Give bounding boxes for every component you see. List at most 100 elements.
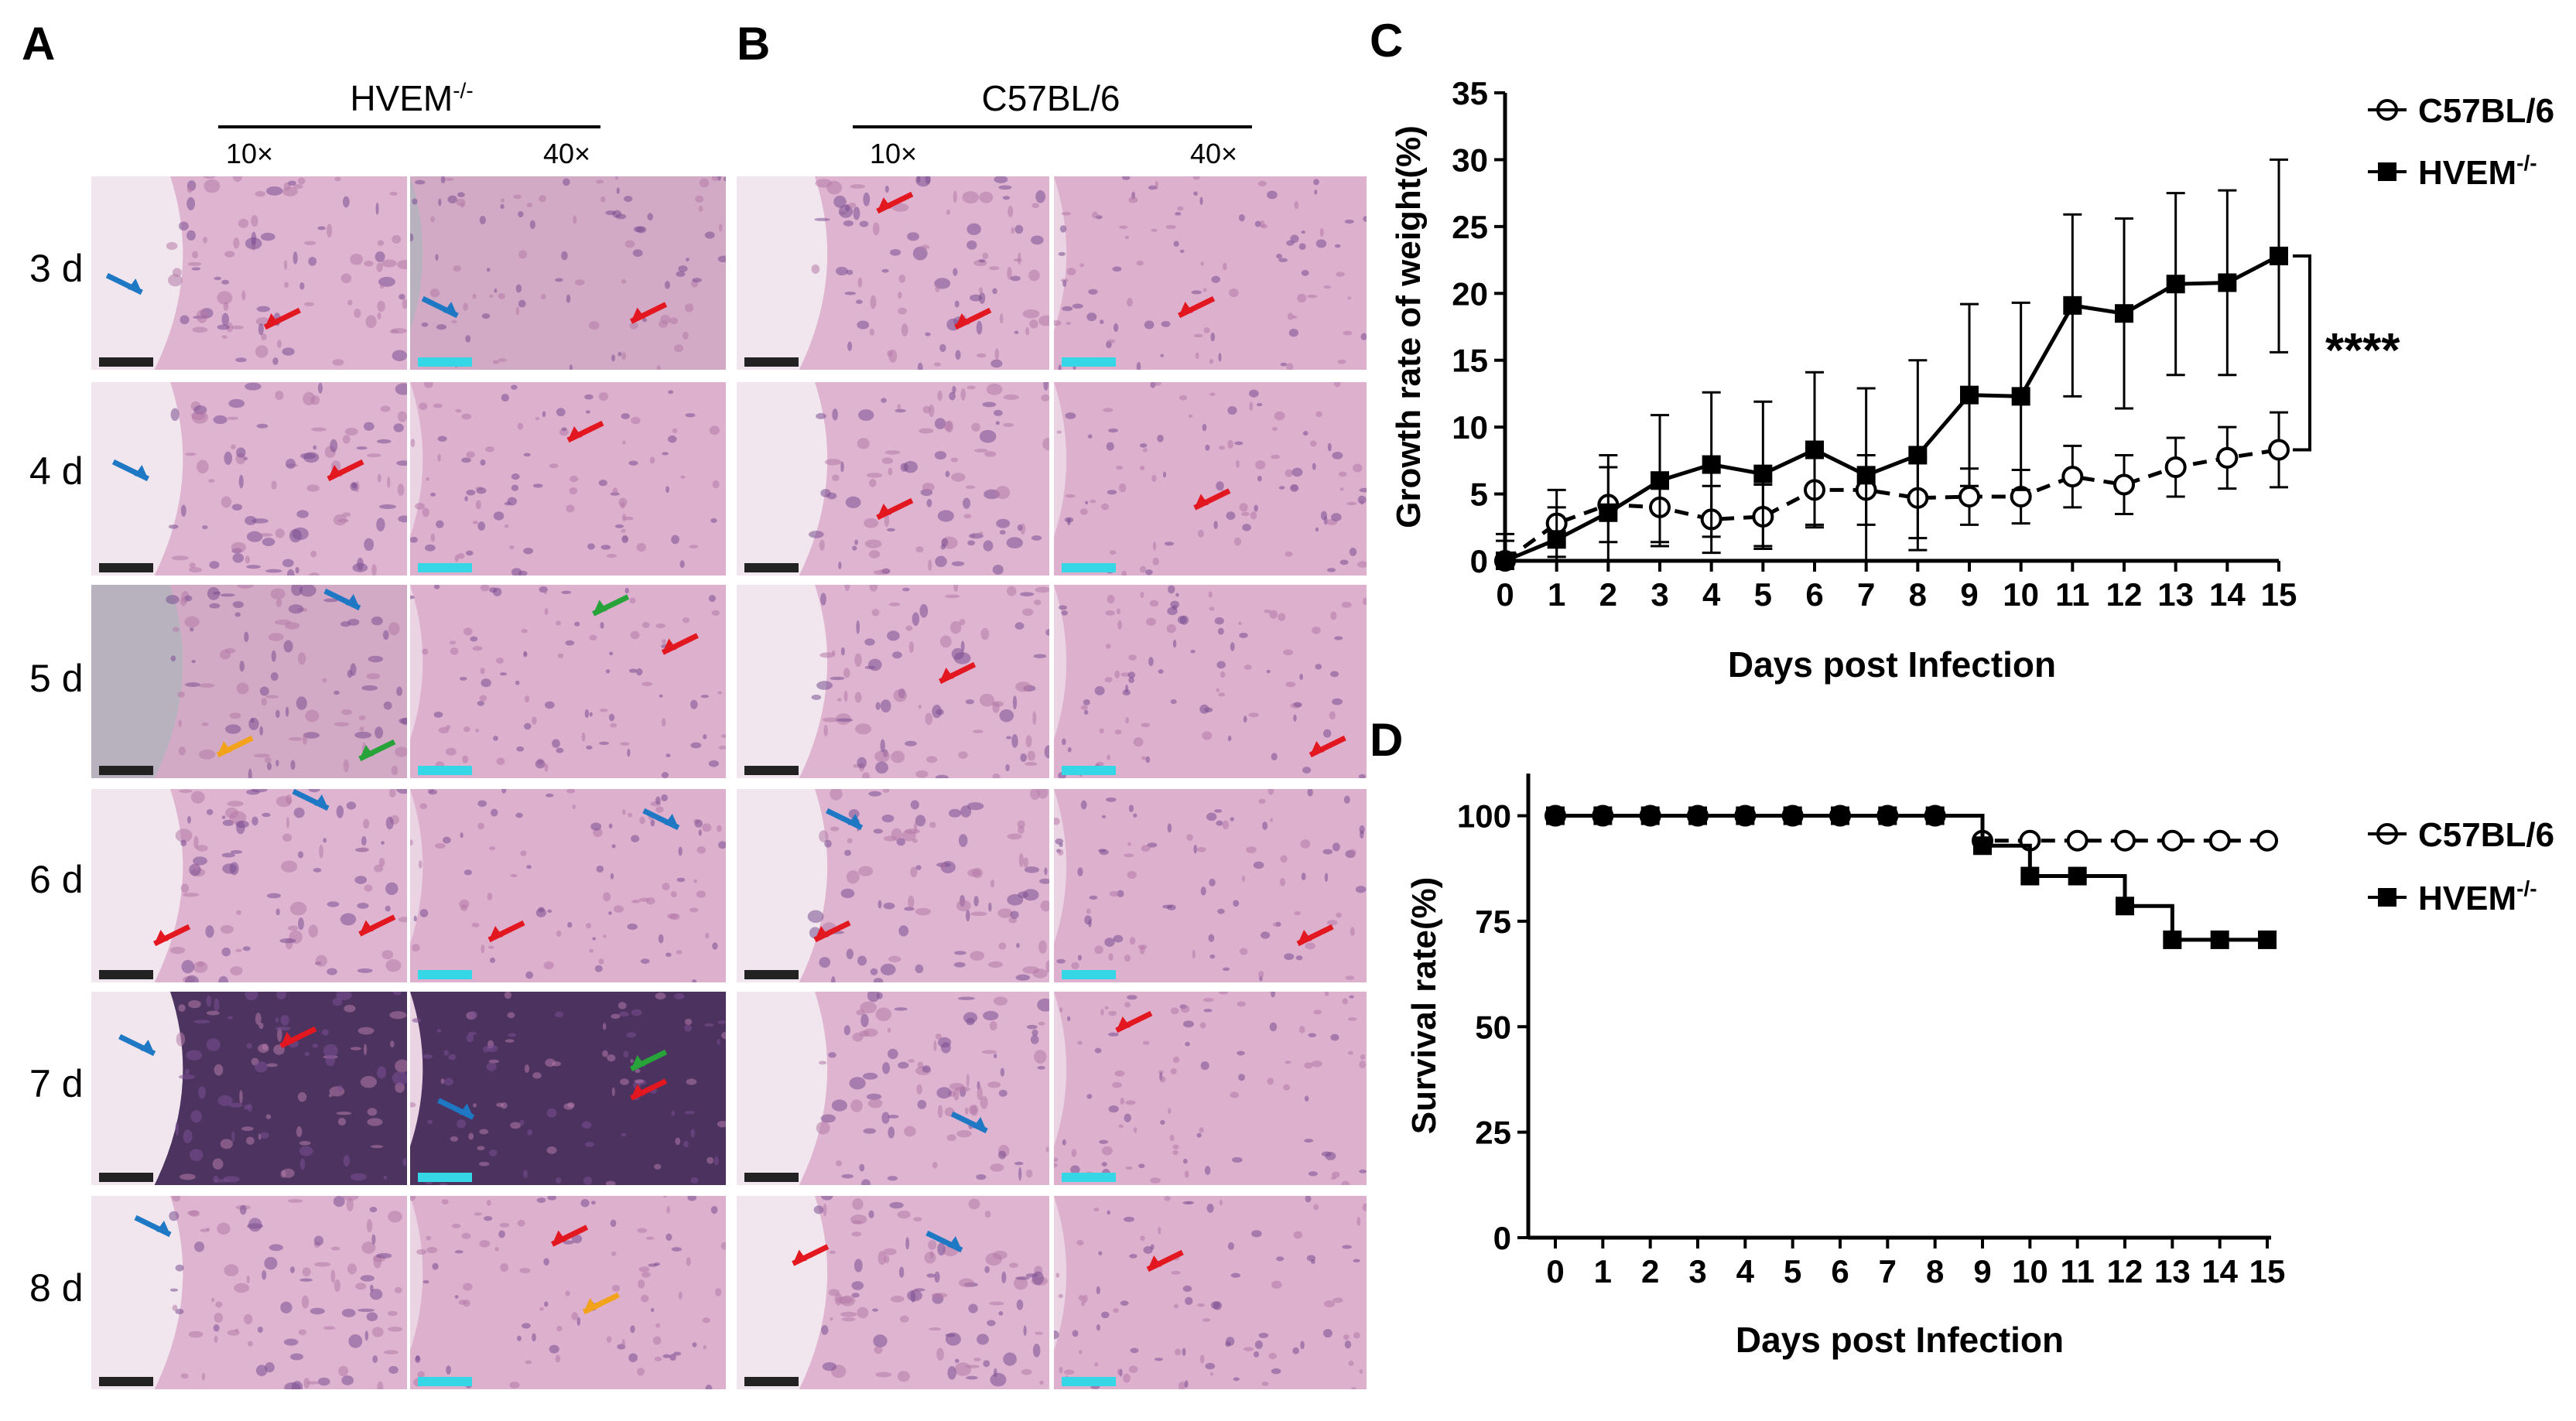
data-point [2218, 273, 2237, 292]
x-tick-label: 3 [1688, 1253, 1706, 1289]
data-point [2256, 829, 2278, 852]
significance-stars: **** [2325, 324, 2400, 377]
red-arrow [263, 307, 301, 330]
x-tick-label: 11 [2060, 1253, 2094, 1289]
red-arrow [792, 1244, 830, 1266]
blue-arrow [134, 1214, 172, 1238]
x-tick-label: 4 [1736, 1253, 1755, 1289]
x-tick-label: 14 [2201, 1253, 2238, 1289]
data-point [1640, 806, 1660, 825]
x-tick-label: 9 [1973, 1253, 1991, 1289]
group-title-hvem: HVEM-/- [218, 77, 605, 119]
histology-image-0-2 [737, 176, 1049, 370]
mag-b-high: 40× [1190, 138, 1238, 169]
legend-label-hvem: HVEM-/- [2418, 876, 2537, 917]
data-point [1959, 486, 1980, 508]
data-point [2115, 304, 2133, 323]
blue-arrow [421, 295, 459, 319]
histology-image-3-3 [1054, 789, 1367, 982]
scale-bar [418, 563, 472, 572]
blue-arrow [323, 588, 361, 611]
data-point [1973, 836, 1992, 856]
scale-bar [744, 970, 799, 979]
group-title-hvem-sup: -/- [453, 78, 474, 103]
data-point [2068, 866, 2087, 886]
red-arrow [954, 307, 992, 330]
x-tick-label: 12 [2107, 1253, 2143, 1289]
scale-bar [418, 357, 472, 367]
red-arrow [1193, 488, 1231, 511]
x-tick-label: 6 [1805, 576, 1823, 613]
data-point [1783, 806, 1802, 825]
legend-label-hvem: HVEM-/- [2418, 151, 2537, 192]
x-tick-label: 7 [1879, 1253, 1897, 1289]
red-arrow [876, 497, 914, 521]
y-tick-label: 0 [1470, 543, 1488, 579]
scale-bar [1062, 357, 1116, 367]
data-point [2270, 246, 2288, 265]
y-tick-label: 30 [1452, 142, 1488, 178]
data-point [2061, 466, 2084, 488]
series-line [1555, 814, 2267, 942]
y-tick-label: 35 [1452, 75, 1488, 111]
y-tick-label: 0 [1493, 1220, 1511, 1256]
data-point [1878, 806, 1897, 825]
row-label-6d: 6 d [29, 858, 84, 901]
blue-arrow [292, 789, 330, 811]
scale-bar [744, 1377, 799, 1386]
scale-bar [418, 766, 472, 775]
red-arrow [279, 1026, 317, 1049]
scale-bar [99, 357, 153, 367]
histology-image-0-3 [1054, 176, 1367, 370]
data-point [1753, 464, 1773, 483]
x-tick-label: 13 [2154, 1253, 2191, 1289]
blue-arrow [437, 1098, 475, 1120]
histology-image-4-3 [1054, 992, 1367, 1185]
histology-image-1-0 [91, 382, 407, 576]
scale-bar [1062, 1173, 1116, 1182]
row-label-4d: 4 d [29, 449, 84, 493]
red-arrow [1296, 924, 1334, 947]
histology-image-4-0 [91, 992, 407, 1185]
histology-image-5-2 [737, 1196, 1049, 1389]
scale-bar [99, 1173, 153, 1182]
histology-image-1-3 [1054, 382, 1367, 576]
group-title-hvem-text: HVEM [350, 78, 453, 118]
group-underline-a [218, 125, 600, 128]
legend-label-c57bl6: C57BL/6 [2418, 816, 2554, 854]
x-tick-label: 0 [1496, 576, 1514, 613]
data-point [1496, 552, 1514, 570]
group-title-c57: C57BL/6 [981, 78, 1120, 118]
data-point [1805, 440, 1824, 459]
blue-arrow [111, 459, 149, 482]
x-tick-label: 2 [1599, 576, 1617, 613]
scale-bar [1062, 766, 1116, 775]
histology-image-5-1 [410, 1196, 726, 1389]
row-label-3d: 3 d [29, 247, 84, 290]
y-axis-label: Growth rate of weight(%) [1390, 125, 1428, 528]
x-tick-label: 4 [1702, 576, 1721, 613]
scale-bar [744, 766, 799, 775]
data-point [1651, 471, 1669, 490]
red-arrow [630, 302, 668, 324]
data-point [2268, 439, 2290, 461]
y-tick-label: 100 [1457, 798, 1511, 835]
significance-bracket [2293, 254, 2311, 452]
histology-image-2-3 [1054, 585, 1367, 778]
x-tick-label: 9 [1960, 576, 1978, 613]
mag-a-high: 40× [543, 138, 591, 169]
data-point [2020, 866, 2040, 886]
mag-b-low: 10× [870, 138, 918, 169]
green-arrow [630, 1049, 668, 1072]
red-arrow [153, 924, 191, 947]
scale-bar [99, 1377, 153, 1386]
data-point [2011, 387, 2030, 406]
x-tick-label: 3 [1651, 576, 1668, 613]
x-tick-label: 6 [1831, 1253, 1849, 1289]
data-point [1688, 806, 1707, 825]
blue-arrow [105, 272, 143, 295]
mag-a-low: 10× [226, 138, 274, 169]
red-arrow [630, 1078, 668, 1101]
y-tick-label: 15 [1452, 343, 1488, 379]
